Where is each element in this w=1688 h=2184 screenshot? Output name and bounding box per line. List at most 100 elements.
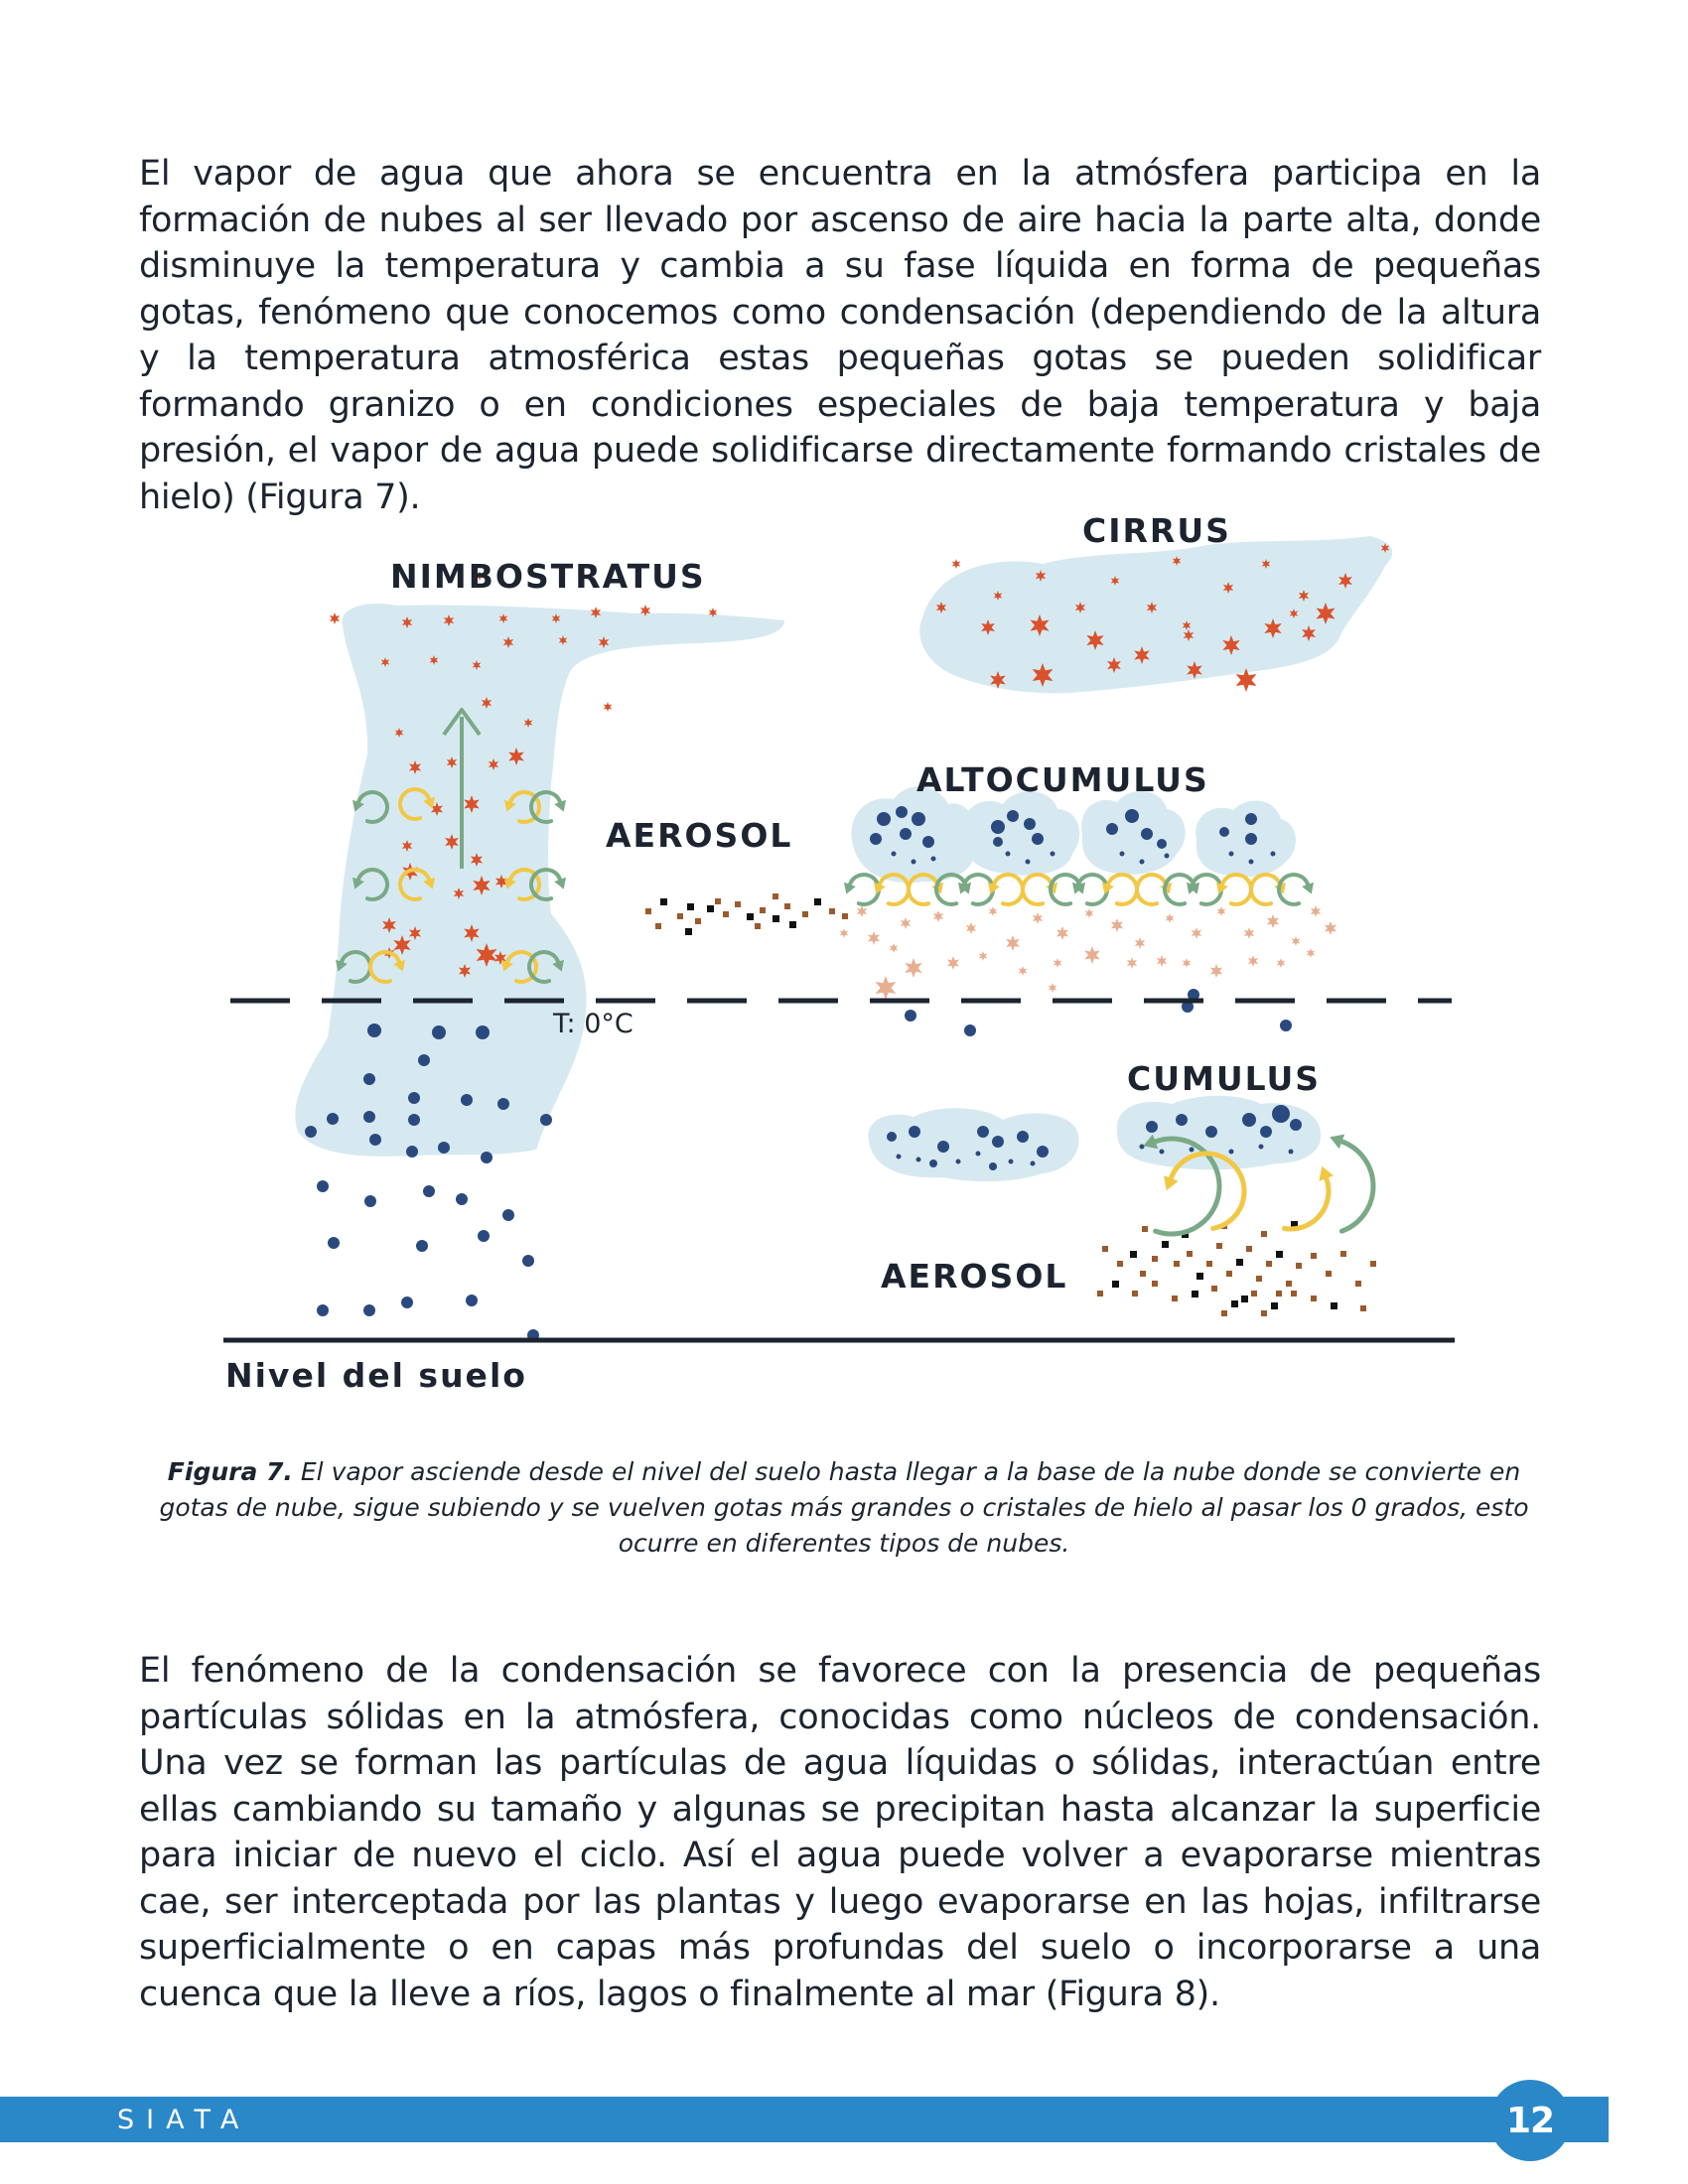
aerosol-particle <box>747 913 754 920</box>
circulation-arrow <box>1021 873 1055 906</box>
cloud-drops <box>305 806 1302 1341</box>
arrow-head <box>504 799 516 812</box>
water-drop <box>929 1160 937 1167</box>
water-drop <box>1119 851 1125 857</box>
water-drop <box>1248 859 1254 865</box>
aerosol-particle <box>1331 1302 1337 1309</box>
footer-brand: SIATA <box>117 2105 251 2135</box>
arrow-head <box>1187 882 1198 894</box>
ice-crystal <box>867 931 881 945</box>
aerosol-particle <box>1097 1291 1103 1297</box>
ice-crystal <box>1302 625 1316 641</box>
ice-crystal <box>329 613 341 624</box>
ice-crystal <box>1235 668 1257 692</box>
arrow-head <box>1330 1134 1345 1150</box>
water-drop <box>369 1134 381 1146</box>
water-drop <box>912 812 925 826</box>
aerosol-particle <box>723 911 729 917</box>
ice-crystal <box>900 917 912 929</box>
water-drop <box>896 1154 902 1160</box>
water-drop <box>423 1185 435 1197</box>
circulation-arrow <box>368 950 402 984</box>
circulation-arrow <box>529 868 563 901</box>
ice-crystal <box>1032 912 1044 924</box>
ice-crystal <box>446 756 458 768</box>
arrow-head <box>1319 1165 1334 1181</box>
ice-crystal <box>1310 905 1322 917</box>
water-drop <box>1219 827 1229 837</box>
ice-crystal <box>1324 921 1337 935</box>
ice-crystal <box>1216 906 1226 916</box>
water-drop <box>922 836 934 848</box>
ice-crystal <box>445 834 459 850</box>
aerosol-particle <box>1261 1231 1267 1237</box>
ice-crystal <box>472 660 482 670</box>
ice-crystal <box>965 922 977 934</box>
aerosol-particle <box>660 898 667 905</box>
arrow-head <box>393 959 405 972</box>
ice-crystal <box>1146 602 1158 614</box>
ice-crystal <box>394 728 404 738</box>
ice-crystal <box>1126 957 1138 969</box>
water-drop <box>1245 833 1257 845</box>
ice-crystal <box>508 748 524 765</box>
ice-crystal <box>1030 614 1050 636</box>
arrow-head <box>1216 882 1228 894</box>
ice-crystal <box>558 635 568 645</box>
ice-crystal <box>1380 543 1390 553</box>
water-drop <box>1106 823 1118 835</box>
ice-crystal <box>1264 618 1282 638</box>
arrow-head <box>554 799 566 812</box>
ice-crystal <box>1134 937 1146 949</box>
circulation-arrows <box>336 787 1376 1237</box>
aerosol-particle <box>1221 1310 1227 1316</box>
ice-crystal <box>1182 958 1192 968</box>
ice-crystal <box>1048 983 1057 993</box>
ice-crystal <box>1298 590 1310 602</box>
ice-crystal <box>598 636 610 648</box>
water-drop <box>909 1126 920 1138</box>
ice-crystal <box>1134 646 1150 664</box>
ice-crystal <box>1209 964 1223 978</box>
caption-text: El vapor asciende desde el nivel del sue… <box>159 1457 1529 1558</box>
ice-crystal <box>978 951 988 961</box>
circulation-arrow <box>355 868 389 901</box>
arrow-head <box>352 799 364 812</box>
water-drop <box>1245 813 1257 825</box>
ice-crystal <box>1084 908 1094 918</box>
water-drop <box>1005 851 1011 857</box>
aerosol-particle <box>784 903 790 909</box>
ice-crystal <box>946 956 960 970</box>
circulation-arrow <box>1277 873 1311 906</box>
ice-crystal <box>1018 966 1028 976</box>
aerosol-particle <box>814 898 821 905</box>
label-aerosol-bottom: AEROSOL <box>881 1257 1067 1296</box>
altocumulus-cloud-3 <box>1081 790 1186 875</box>
ice-crystal <box>401 840 413 852</box>
ice-crystal <box>1187 661 1202 679</box>
aerosol-particle <box>1174 1261 1180 1267</box>
circulation-arrow <box>847 873 881 906</box>
aerosol-particle <box>1162 1241 1169 1248</box>
water-drop <box>1025 859 1031 865</box>
aerosol-particle <box>687 903 694 910</box>
water-drop <box>915 1157 921 1162</box>
circulation-arrow <box>1281 1175 1332 1232</box>
water-drop <box>955 1159 961 1164</box>
water-drop <box>1182 1001 1194 1013</box>
water-drop <box>1030 1160 1036 1166</box>
aerosol-particle <box>1291 1291 1297 1297</box>
water-drop <box>964 1024 976 1036</box>
water-drop <box>1125 809 1139 823</box>
water-drop <box>456 1193 468 1205</box>
circulation-arrow <box>934 873 968 906</box>
circulation-arrow <box>1049 873 1082 906</box>
water-drop <box>363 1073 375 1085</box>
arrow-head <box>554 877 566 889</box>
water-drop <box>1290 1119 1302 1131</box>
aerosol-particle <box>773 893 778 899</box>
circulation-arrow <box>1153 1136 1222 1237</box>
water-drop <box>408 1092 420 1104</box>
aerosol-particle <box>1360 1305 1366 1311</box>
ice-crystal <box>382 917 396 933</box>
